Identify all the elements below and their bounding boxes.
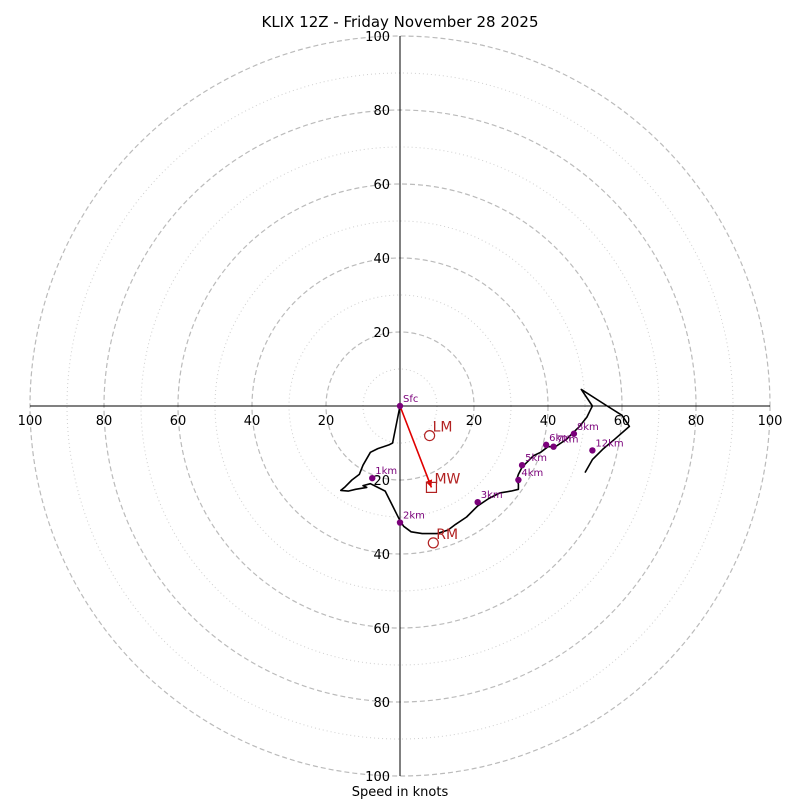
storm-motion-marker-mw <box>425 481 438 493</box>
y-tick-down-60: 60 <box>373 622 390 637</box>
mean-wind-arrowhead <box>425 479 433 488</box>
x-tick-right-20: 20 <box>466 414 483 429</box>
storm-motion-label-mw: MW <box>434 471 460 487</box>
x-tick-right-80: 80 <box>688 414 705 429</box>
storm-motion-markers: LM MW RM <box>424 420 461 549</box>
height-label-6km: 6km <box>549 433 571 444</box>
mean-wind-arrow-group <box>399 405 433 488</box>
height-marker-4km <box>515 476 522 484</box>
storm-motion-marker-lm <box>424 430 436 442</box>
y-tick-up-60: 60 <box>373 178 390 193</box>
x-tick-left-40: 40 <box>244 414 261 429</box>
height-label-sfc: Sfc <box>403 394 418 405</box>
x-tick-left-100: 100 <box>18 414 43 429</box>
height-marker-8km <box>570 430 578 437</box>
height-marker-sfc <box>396 402 404 410</box>
height-label-3km: 3km <box>481 490 503 501</box>
storm-motion-label-rm: RM <box>436 527 458 543</box>
height-label-12km: 12km <box>595 438 623 449</box>
y-tick-up-40: 40 <box>373 252 390 267</box>
height-label-8km: 8km <box>577 422 599 433</box>
hodograph-trace <box>339 388 631 535</box>
y-tick-up-20: 20 <box>373 326 390 341</box>
x-tick-right-60: 60 <box>614 414 631 429</box>
height-marker-3km <box>474 499 481 506</box>
height-label-1km: 1km <box>375 466 397 477</box>
x-axis-label: Speed in knots <box>352 785 449 800</box>
height-marker-5km <box>518 462 526 469</box>
x-tick-left-20: 20 <box>318 414 335 429</box>
x-tick-left-60: 60 <box>170 414 187 429</box>
y-tick-down-40: 40 <box>373 548 390 563</box>
hodograph-line <box>339 388 631 535</box>
x-tick-right-40: 40 <box>540 414 557 429</box>
height-marker-12km <box>589 447 596 454</box>
y-tick-up-80: 80 <box>373 104 390 119</box>
height-marker-6km <box>542 441 550 449</box>
height-label-4km: 4km <box>521 468 543 479</box>
height-label-2km: 2km <box>403 511 425 522</box>
y-tick-down-80: 80 <box>373 696 390 711</box>
height-label-7km: 7km <box>557 435 579 446</box>
y-tick-down-20: 20 <box>373 474 390 489</box>
height-marker-2km <box>396 519 404 526</box>
chart-title: KLIX 12Z - Friday November 28 2025 <box>261 13 538 31</box>
storm-motion-label-lm: LM <box>433 420 453 436</box>
height-marker-7km <box>550 443 557 450</box>
mean-wind-arrow <box>399 405 433 488</box>
x-tick-left-80: 80 <box>96 414 113 429</box>
axis-tick-labels: 20 20 20 20 40 40 40 40 60 60 60 60 80 80 80 80 100 100 10… <box>18 30 783 785</box>
height-marker-1km <box>369 474 376 482</box>
storm-motion-marker-rm <box>427 537 439 549</box>
y-tick-up-100: 100 <box>365 30 390 45</box>
x-tick-right-100: 100 <box>758 414 783 429</box>
height-label-5km: 5km <box>525 453 547 464</box>
y-tick-down-100: 100 <box>365 770 390 785</box>
